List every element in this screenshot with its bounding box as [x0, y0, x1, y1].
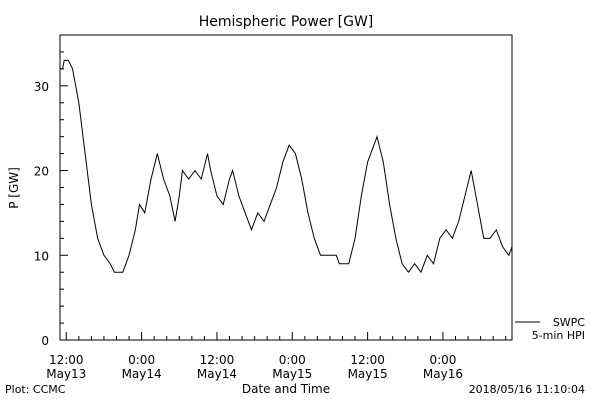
x-tick-time-label: 0:00: [128, 353, 155, 367]
x-tick-date-label: May16: [423, 367, 463, 381]
y-tick-label: 10: [34, 249, 49, 263]
legend-series: 5-min HPI: [532, 329, 585, 342]
x-tick-time-label: 0:00: [429, 353, 456, 367]
y-tick-label: 30: [34, 80, 49, 94]
chart-title: Hemispheric Power [GW]: [199, 14, 374, 30]
y-axis-label: P [GW]: [7, 167, 21, 209]
y-axis-ticks: 0 10 20 30: [34, 34, 68, 348]
x-tick-date-label: May13: [46, 367, 86, 381]
series-line: [60, 59, 513, 274]
x-tick-date-label: May15: [272, 367, 312, 381]
x-tick-time-label: 0:00: [279, 353, 306, 367]
y-tick-label: 20: [34, 165, 49, 179]
plot-credit: Plot: CCMC: [5, 383, 66, 396]
x-axis-ticks: 12:00May130:00May1412:00May140:00May1512…: [46, 332, 507, 381]
y-tick-label: 0: [41, 334, 49, 348]
x-tick-time-label: 12:00: [200, 353, 235, 367]
x-tick-time-label: 12:00: [49, 353, 84, 367]
timestamp: 2018/05/16 11:10:04: [469, 383, 585, 396]
x-tick-date-label: May15: [348, 367, 388, 381]
legend-swpc: SWPC: [553, 316, 585, 329]
plot-frame: [59, 34, 513, 341]
x-tick-date-label: May14: [122, 367, 162, 381]
x-axis-label: Date and Time: [242, 382, 330, 396]
x-tick-date-label: May14: [197, 367, 237, 381]
x-tick-time-label: 12:00: [350, 353, 385, 367]
